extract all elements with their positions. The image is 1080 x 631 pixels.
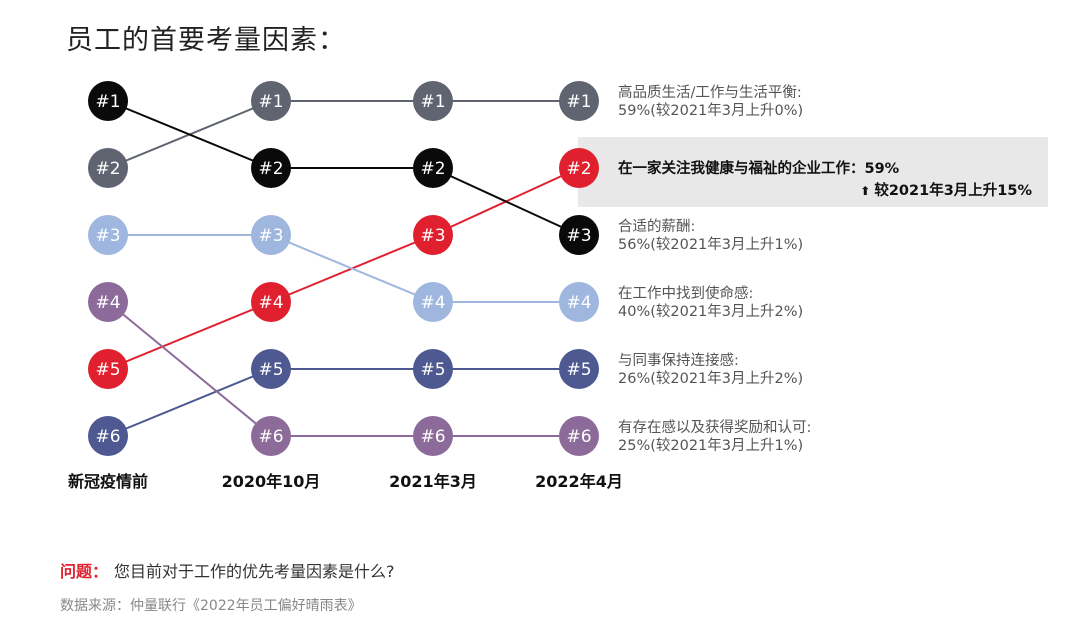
rank-label: #6 (95, 427, 120, 447)
rank-marker-pay (413, 148, 453, 188)
rank-label: #1 (566, 92, 591, 112)
rank-marker-mission (251, 215, 291, 255)
rank-label: #3 (420, 226, 445, 246)
period-label: 新冠疫情前 (67, 472, 148, 491)
factor-label-6: 有存在感以及获得奖励和认可: 25%(较2021年3月上升1%) (618, 419, 811, 455)
rank-marker-mission (413, 282, 453, 322)
rank-marker-mission (559, 282, 599, 322)
factor-name: 合适的薪酬: (618, 219, 696, 235)
rank-label: #3 (95, 226, 120, 246)
rank-marker-mission (88, 215, 128, 255)
factor-label-5: 与同事保持连接感: 26%(较2021年3月上升2%) (618, 352, 803, 388)
question-label: 问题： (60, 562, 109, 581)
series-line-pay (107, 100, 272, 169)
series-line-pay (432, 167, 580, 236)
factor-name: 在一家关注我健康与福祉的企业工作：59% (618, 161, 900, 177)
rank-label: #4 (95, 293, 120, 313)
rank-marker-balance (413, 81, 453, 121)
series-line-wellbeing (107, 301, 272, 370)
rank-label: #5 (420, 360, 445, 380)
series-line-mission (270, 234, 434, 303)
factor-label-1: 高品质生活/工作与生活平衡: 59%(较2021年3月上升0%) (618, 84, 803, 120)
factor-label-3: 合适的薪酬: 56%(较2021年3月上升1%) (618, 218, 803, 254)
footer-question: 问题： 您目前对于工作的优先考量因素是什么? (60, 558, 395, 582)
rank-label: #4 (566, 293, 591, 313)
rank-label: #5 (566, 360, 591, 380)
rank-marker-connection (88, 416, 128, 456)
rank-marker-wellbeing (413, 215, 453, 255)
rank-marker-reward (413, 416, 453, 456)
series-line-connection (107, 368, 272, 437)
rank-label: #5 (95, 360, 120, 380)
factor-stat: 较2021年3月上升15% (618, 180, 1032, 202)
rank-label: #6 (258, 427, 283, 447)
footer-source: 数据来源：仲量联行《2022年员工偏好晴雨表》 (60, 598, 362, 614)
rank-marker-wellbeing (559, 148, 599, 188)
rank-label: #1 (258, 92, 283, 112)
rank-label: #1 (420, 92, 445, 112)
rank-label: #4 (258, 293, 283, 313)
factor-name: 高品质生活/工作与生活平衡: (618, 85, 802, 101)
rank-label: #2 (420, 159, 445, 179)
period-label: 2022年4月 (535, 472, 623, 491)
factor-name: 在工作中找到使命感: (618, 286, 754, 302)
rank-label: #2 (258, 159, 283, 179)
rank-label: #4 (420, 293, 445, 313)
rank-marker-connection (251, 349, 291, 389)
rank-label: #3 (258, 226, 283, 246)
rank-label: #3 (566, 226, 591, 246)
rank-label: #2 (95, 159, 120, 179)
factor-name: 与同事保持连接感: (618, 353, 739, 369)
factor-stat: 26%(较2021年3月上升2%) (618, 371, 804, 387)
factor-stat: 40%(较2021年3月上升2%) (618, 304, 804, 320)
rank-marker-reward (251, 416, 291, 456)
question-text: 您目前对于工作的优先考量因素是什么? (114, 562, 395, 581)
factor-stat: 25%(较2021年3月上升1%) (618, 438, 804, 454)
rank-label: #6 (420, 427, 445, 447)
period-label: 2021年3月 (389, 472, 477, 491)
chart-title: 员工的首要考量因素： (66, 25, 346, 56)
rank-label: #6 (566, 427, 591, 447)
rank-label: #2 (566, 159, 591, 179)
factor-label-4: 在工作中找到使命感: 40%(较2021年3月上升2%) (618, 285, 803, 321)
rank-marker-wellbeing (251, 282, 291, 322)
rank-marker-reward (559, 416, 599, 456)
rank-marker-balance (251, 81, 291, 121)
rank-label: #1 (95, 92, 120, 112)
factor-stat: 59%(较2021年3月上升0%) (618, 103, 804, 119)
rank-label: #5 (258, 360, 283, 380)
factor-name: 有存在感以及获得奖励和认可: (618, 420, 812, 436)
rank-marker-wellbeing (88, 349, 128, 389)
rank-marker-pay (88, 81, 128, 121)
rank-marker-pay (559, 215, 599, 255)
rank-marker-balance (88, 148, 128, 188)
period-label: 2020年10月 (221, 472, 321, 491)
factor-label-2: 在一家关注我健康与福祉的企业工作：59% 较2021年3月上升15% (618, 158, 1032, 202)
rank-marker-pay (251, 148, 291, 188)
rank-marker-connection (559, 349, 599, 389)
series-line-reward (107, 301, 272, 437)
rank-marker-reward (88, 282, 128, 322)
rank-marker-connection (413, 349, 453, 389)
rank-marker-balance (559, 81, 599, 121)
factor-stat: 56%(较2021年3月上升1%) (618, 237, 804, 253)
